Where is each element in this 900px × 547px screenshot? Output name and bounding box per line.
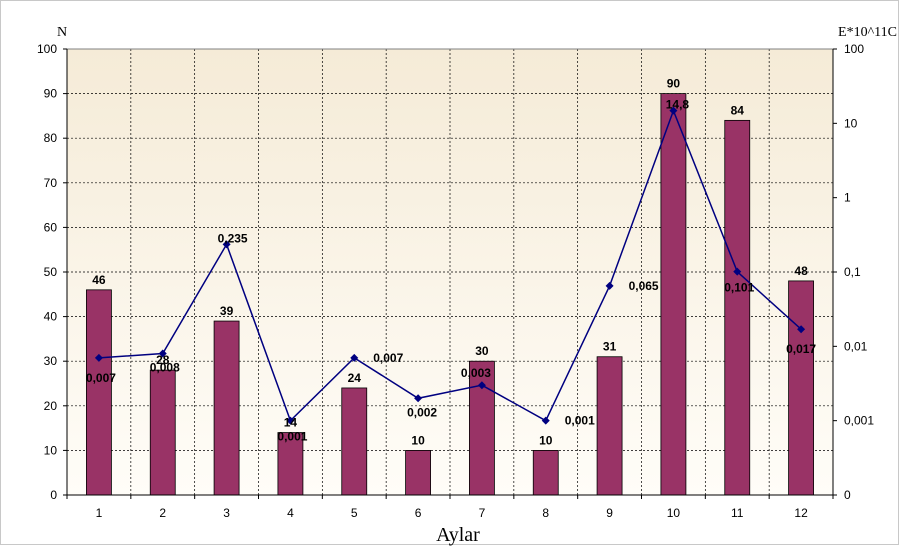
- line-point: [797, 325, 806, 334]
- x-tick-label: 9: [606, 506, 613, 520]
- y2-tick-label: 10: [844, 116, 858, 130]
- x-tick-label: 11: [731, 506, 744, 520]
- y-tick-label: 10: [44, 443, 58, 457]
- line-point: [222, 240, 231, 249]
- bar-value-label: 10: [411, 433, 425, 447]
- line-value-label: 0,003: [461, 366, 491, 380]
- x-axis-title: Aylar: [436, 524, 480, 546]
- bar: [405, 449, 431, 496]
- line-value-label: 0,017: [786, 342, 816, 356]
- bar: [724, 119, 751, 496]
- x-tick-label: 6: [415, 506, 422, 520]
- y-tick-label: 40: [44, 310, 58, 324]
- bar: [277, 432, 304, 496]
- y-tick-label: 0: [50, 488, 57, 502]
- bar-value-label: 14: [284, 416, 298, 430]
- bar-value-label: 24: [348, 371, 362, 385]
- data-labels: 46 28 39 14 24 10 30 10 31 90 84 48 0,007 0,008 0,235 0…: [86, 77, 817, 448]
- bar-value-label: 28: [156, 353, 170, 367]
- line-value-label: 14,8: [666, 98, 690, 112]
- x-tick-label: 12: [794, 506, 808, 520]
- y-tick-label: 70: [44, 176, 58, 190]
- line-point: [733, 267, 742, 276]
- line-point: [669, 106, 678, 115]
- right-axis-title: E*10^11C: [838, 25, 897, 40]
- line-point: [94, 353, 103, 362]
- line-point: [414, 394, 423, 403]
- line-point: [541, 416, 550, 425]
- line-point: [605, 281, 614, 290]
- left-axis-title: N: [57, 25, 67, 40]
- y2-tick-label: 0,1: [844, 265, 861, 279]
- line-point: [477, 381, 486, 390]
- bar: [86, 289, 112, 496]
- bar: [788, 280, 814, 496]
- x-tick-label: 7: [479, 506, 486, 520]
- x-tick-label: 4: [287, 506, 294, 520]
- bar-value-label: 30: [475, 344, 489, 358]
- line-value-label: 0,101: [724, 281, 754, 295]
- bar: [660, 93, 687, 496]
- y2-tick-label: 1: [844, 191, 851, 205]
- bar-series: [86, 93, 814, 496]
- line-point: [158, 349, 167, 358]
- bar-value-label: 84: [731, 103, 745, 117]
- bar-value-label: 48: [794, 264, 808, 278]
- x-tick-label: 10: [667, 506, 681, 520]
- y-tick-label: 100: [37, 42, 57, 56]
- y2-tick-label: 100: [844, 42, 864, 56]
- y-tick-label: 30: [44, 354, 58, 368]
- bar-value-label: 90: [667, 77, 681, 91]
- line-path: [98, 108, 802, 423]
- y2-tick-label: 0,01: [844, 339, 868, 353]
- line-value-label: 0,065: [629, 279, 659, 293]
- y-tick-label: 50: [44, 265, 58, 279]
- y-tick-label: 20: [44, 399, 58, 413]
- y-tick-label: 90: [44, 87, 58, 101]
- bar-value-label: 10: [539, 433, 553, 447]
- bar: [532, 449, 559, 496]
- line-series: [94, 106, 806, 425]
- line-value-label: 0,008: [150, 361, 180, 375]
- bar: [149, 369, 176, 496]
- bar: [341, 387, 368, 496]
- bar-value-label: 31: [603, 340, 617, 354]
- x-tick-label: 2: [159, 506, 166, 520]
- line-value-label: 0,007: [86, 371, 116, 385]
- axes: 010203040506070809010000,0010,010,111010…: [37, 42, 874, 520]
- bar-value-label: 46: [92, 273, 106, 287]
- x-tick-label: 8: [542, 506, 549, 520]
- y-tick-label: 80: [44, 131, 58, 145]
- x-tick-label: 5: [351, 506, 358, 520]
- line-value-label: 0,002: [407, 405, 437, 419]
- line-value-label: 0,007: [373, 351, 403, 365]
- x-tick-label: 1: [96, 506, 103, 520]
- line-value-label: 0,235: [218, 231, 248, 245]
- bar: [213, 320, 240, 496]
- line-value-label: 0,001: [277, 430, 307, 444]
- bar: [596, 356, 623, 496]
- y2-tick-label: 0,001: [844, 414, 874, 428]
- line-point: [286, 416, 295, 425]
- line-value-label: 0,001: [565, 414, 595, 428]
- x-tick-label: 3: [223, 506, 230, 520]
- y-tick-label: 60: [44, 220, 58, 234]
- bar-value-label: 39: [220, 304, 234, 318]
- plot-area: [67, 49, 833, 495]
- line-point: [350, 353, 359, 362]
- y2-tick-label: 0: [844, 488, 851, 502]
